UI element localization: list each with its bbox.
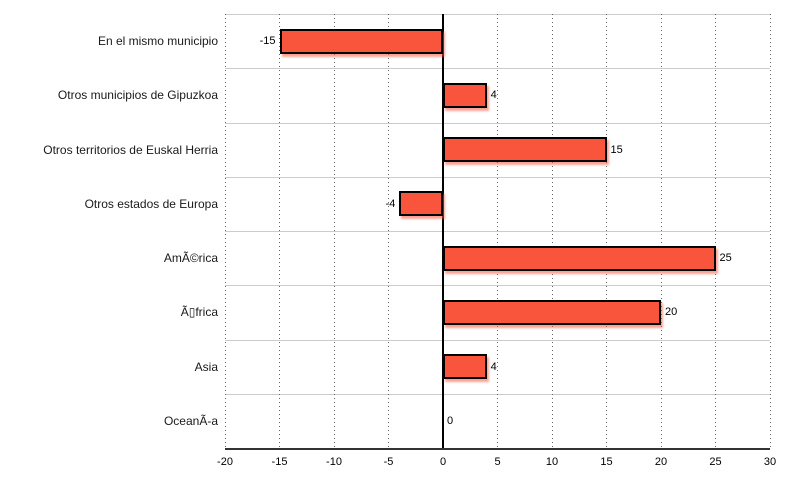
value-label-7: 4: [490, 360, 497, 373]
gridline-x-20: [660, 14, 662, 448]
gridline-x-15: [606, 14, 607, 448]
x-tick-label-30: 30: [763, 456, 777, 468]
x-tick-label-5: 5: [494, 456, 501, 468]
x-tick-label--20: -20: [217, 456, 233, 468]
x-tick-label-10: 10: [545, 456, 559, 468]
x-tick-label--15: -15: [271, 456, 288, 468]
x-tick-label-20: 20: [654, 456, 668, 468]
gridline-x--10: [333, 14, 335, 448]
category-label-5: AmÃ©rica: [163, 251, 218, 266]
value-label-6: 20: [665, 306, 678, 319]
x-axis-line: [225, 448, 770, 450]
gridline-x-25: [715, 14, 716, 448]
value-label-4: -4: [385, 197, 396, 210]
x-tick-label--5: -5: [383, 456, 394, 468]
category-label-8: OceanÃ-a: [163, 413, 218, 428]
category-label-6: Ã▯frica: [180, 305, 218, 320]
bar-5: [443, 245, 716, 271]
category-label-4: Otros estados de Europa: [84, 196, 218, 211]
value-label-1: -15: [259, 35, 276, 48]
gridline-x-5: [497, 14, 498, 448]
x-tick-label-0: 0: [439, 456, 447, 468]
value-label-5: 25: [719, 252, 732, 265]
category-label-3: Otros territorios de Euskal Herria: [43, 142, 218, 157]
zero-axis-line: [442, 14, 444, 448]
x-tick-label--10: -10: [326, 456, 342, 468]
value-label-2: 4: [490, 89, 497, 102]
gridline-x-30: [769, 14, 771, 448]
gridline-x-10: [551, 14, 553, 448]
plot-area: -15 4 15 -4 25 20 4 0: [224, 14, 771, 448]
value-label-8: 0: [447, 414, 454, 427]
bar-1: [279, 28, 443, 54]
bar-6: [443, 299, 661, 325]
bar-7: [443, 354, 487, 380]
x-tick-label-15: 15: [600, 456, 613, 468]
category-label-2: Otros municipios de Gipuzkoa: [57, 88, 218, 103]
bar-3: [443, 137, 607, 163]
x-tick-label-25: 25: [709, 456, 722, 468]
bar-4: [399, 191, 443, 217]
category-label-7: Asia: [194, 359, 218, 374]
gridline-x--5: [388, 14, 389, 448]
category-label-1: En el mismo municipio: [97, 34, 218, 49]
gridline-x--20: [224, 14, 226, 448]
bar-2: [443, 82, 487, 108]
gridline-x--15: [279, 14, 280, 448]
value-label-3: 15: [610, 143, 623, 156]
